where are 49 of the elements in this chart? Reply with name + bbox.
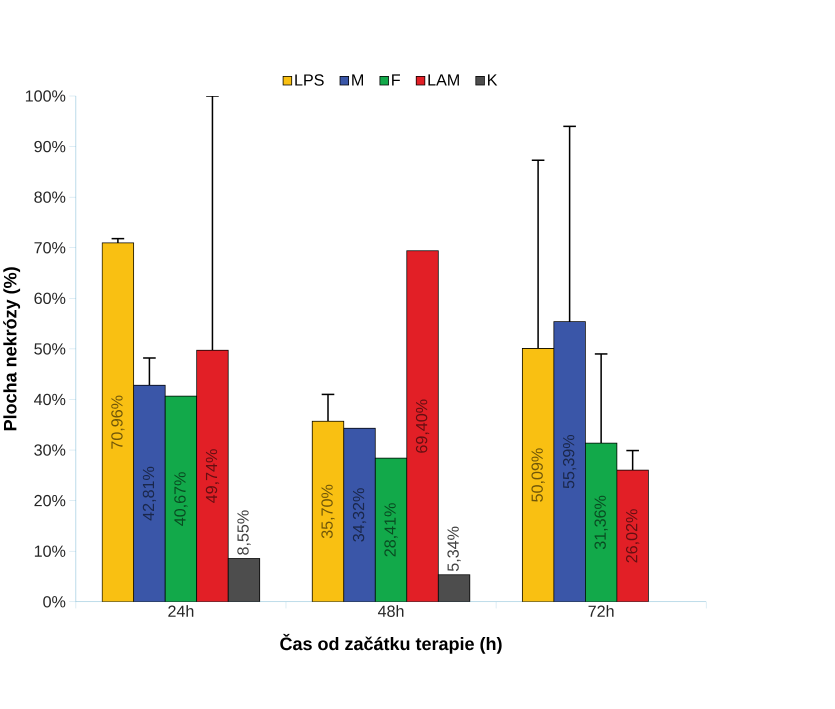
y-tick-label: 40% (34, 394, 66, 406)
data-label: 5,34% (447, 526, 461, 571)
data-label: 35,70% (321, 484, 335, 538)
data-label: 40,67% (174, 472, 188, 526)
bar (438, 574, 470, 602)
legend-label: M (352, 74, 363, 86)
data-label: 42,81% (142, 466, 156, 520)
bar (164, 396, 198, 602)
bar (343, 428, 376, 602)
y-tick-label: 10% (34, 545, 66, 557)
bar (406, 250, 439, 602)
data-label: 69,40% (416, 399, 430, 453)
y-tick-label: 90% (34, 140, 66, 152)
x-tick-label: 48h (378, 605, 404, 617)
data-label: 34,32% (352, 488, 366, 542)
x-tick-label: 24h (168, 605, 194, 617)
bar (374, 458, 408, 602)
bar (553, 321, 586, 602)
data-label: 8,55% (237, 510, 251, 555)
y-tick-label: 100% (26, 90, 66, 102)
legend-label: LAM (428, 74, 459, 86)
bar (133, 384, 166, 602)
y-tick-label: 20% (34, 494, 66, 506)
bar (522, 348, 554, 602)
data-label: 50,09% (531, 448, 545, 502)
legend-label: LPS (295, 74, 324, 86)
y-tick-label: 0% (43, 596, 66, 608)
legend-label: K (488, 74, 498, 86)
bar (196, 350, 229, 602)
y-tick-label: 70% (34, 242, 66, 254)
data-label: 55,39% (562, 434, 576, 488)
data-label: 31,36% (594, 496, 608, 550)
y-tick-label: 60% (34, 292, 66, 304)
y-tick-label: 80% (34, 191, 66, 203)
x-tick-label: 72h (588, 605, 614, 617)
bar (312, 420, 344, 602)
data-label: 28,41% (384, 503, 398, 556)
bar (616, 470, 649, 602)
bar (228, 558, 260, 602)
data-label: 70,96% (111, 396, 125, 449)
y-axis-title: Plocha nekrózy (%) (3, 267, 20, 430)
bar (584, 442, 618, 602)
legend-label: F (392, 74, 400, 86)
y-tick-label: 50% (34, 343, 66, 355)
y-tick-label: 30% (34, 444, 66, 456)
data-label: 49,74% (206, 449, 220, 503)
x-axis-title: Čas od začátku terapie (h) (280, 634, 502, 654)
bar (102, 242, 134, 602)
data-label: 26,02% (626, 509, 640, 562)
